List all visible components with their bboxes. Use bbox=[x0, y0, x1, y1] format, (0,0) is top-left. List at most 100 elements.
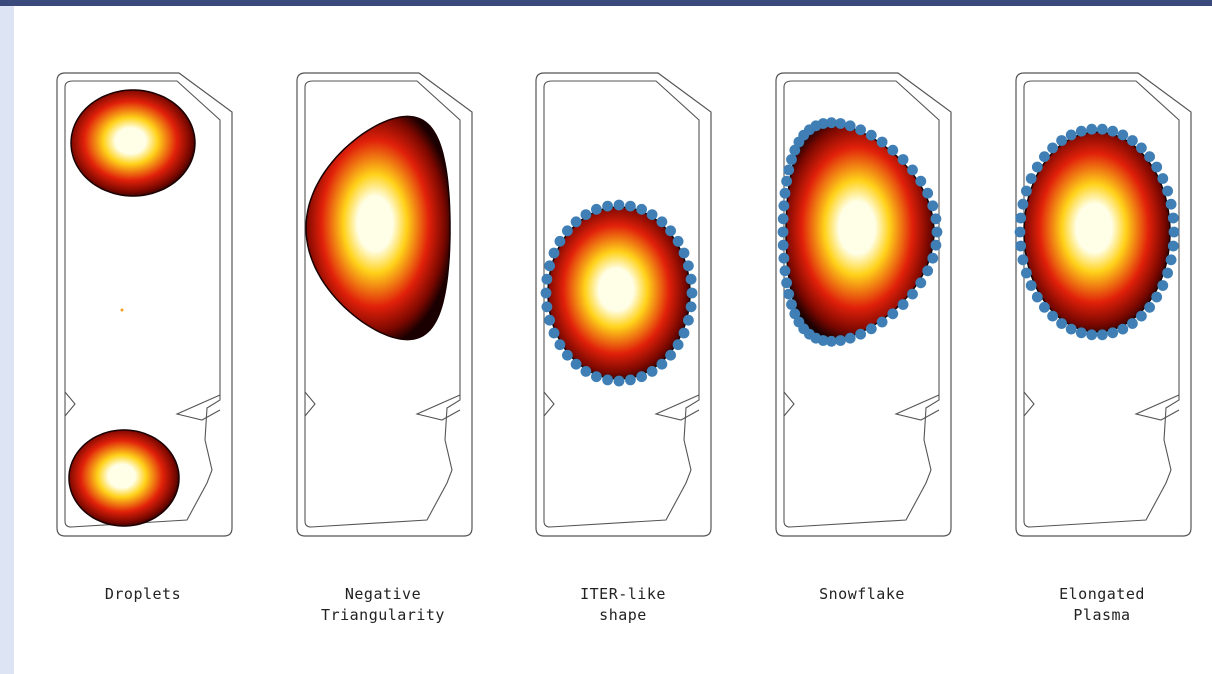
control-point-marker bbox=[646, 209, 658, 221]
caption-line: Snowflake bbox=[819, 585, 905, 603]
control-point-marker bbox=[789, 144, 801, 156]
control-point-marker bbox=[540, 287, 552, 299]
control-point-marker bbox=[876, 316, 888, 328]
divertor-detail bbox=[1023, 391, 1180, 421]
divertor-detail bbox=[783, 391, 940, 421]
control-point-marker bbox=[570, 216, 582, 228]
control-point-marker bbox=[548, 247, 560, 259]
control-point-marker bbox=[1165, 198, 1177, 210]
control-point-marker bbox=[1096, 123, 1108, 135]
control-point-marker bbox=[1136, 310, 1147, 322]
figure-panel: Droplets Negative Triangularity ITER-lik… bbox=[14, 6, 1212, 674]
control-point-marker bbox=[835, 118, 846, 129]
control-point-marker bbox=[625, 374, 636, 386]
control-point-marker bbox=[778, 200, 790, 212]
control-point-marker bbox=[817, 118, 829, 129]
control-point-marker bbox=[927, 252, 939, 264]
control-point-marker bbox=[1167, 212, 1179, 224]
control-point-marker bbox=[922, 265, 934, 277]
control-point-marker bbox=[1017, 254, 1029, 266]
divertor-detail bbox=[64, 391, 221, 421]
divertor-detail bbox=[304, 391, 461, 421]
control-point-marker bbox=[570, 358, 582, 370]
control-point-marker bbox=[1168, 226, 1180, 238]
control-point-marker bbox=[1065, 129, 1077, 141]
control-point-marker bbox=[915, 175, 927, 187]
control-point-marker bbox=[580, 366, 592, 377]
control-point-marker bbox=[777, 213, 789, 225]
control-point-marker bbox=[786, 154, 797, 165]
control-point-marker bbox=[548, 327, 560, 339]
control-point-marker bbox=[1167, 240, 1179, 252]
control-point-marker bbox=[591, 371, 602, 383]
control-point-marker bbox=[781, 277, 792, 289]
control-point-marker bbox=[1014, 226, 1026, 238]
control-point-marker bbox=[783, 164, 795, 176]
control-point-marker bbox=[876, 136, 888, 148]
control-point-marker bbox=[685, 301, 697, 313]
control-point-marker bbox=[779, 187, 791, 199]
control-point-marker bbox=[562, 349, 573, 361]
control-point-marker bbox=[1096, 329, 1108, 341]
control-point-marker bbox=[1151, 291, 1163, 303]
control-point-marker bbox=[930, 239, 942, 251]
control-point-marker bbox=[1021, 267, 1032, 279]
control-point-marker bbox=[777, 226, 789, 238]
control-point-marker bbox=[656, 358, 668, 370]
control-point-marker bbox=[779, 265, 791, 277]
control-point-marker bbox=[1075, 125, 1087, 137]
control-point-marker bbox=[613, 199, 625, 211]
vessel-outer-wall bbox=[1015, 72, 1192, 537]
control-point-marker bbox=[1025, 173, 1037, 184]
control-point-marker bbox=[855, 328, 866, 340]
control-point-marker bbox=[897, 299, 909, 310]
control-point-marker bbox=[927, 200, 939, 212]
caption-elongated-plasma: Elongated Plasma bbox=[1002, 584, 1202, 626]
control-point-marker bbox=[1162, 267, 1173, 279]
caption-line: Plasma bbox=[1073, 606, 1131, 624]
plasma-droplet-lower bbox=[68, 429, 180, 527]
vessel-outer-wall bbox=[775, 72, 952, 537]
control-point-marker bbox=[897, 154, 909, 165]
control-point-marker bbox=[1017, 198, 1029, 210]
vessel-outer-wall bbox=[56, 72, 233, 537]
caption-line: Negative bbox=[344, 585, 422, 603]
plasma-elongated bbox=[1023, 131, 1171, 333]
plasma-snowflake bbox=[785, 123, 935, 341]
caption-iter-like-shape: ITER-like shape bbox=[523, 584, 723, 626]
control-point-marker bbox=[672, 339, 684, 351]
control-point-marker bbox=[786, 299, 797, 310]
control-point-marker bbox=[1107, 327, 1119, 339]
vessel-outer-wall bbox=[535, 72, 712, 537]
control-point-marker bbox=[1151, 161, 1163, 173]
caption-line: Droplets bbox=[104, 585, 182, 603]
plasma-droplet-upper bbox=[70, 89, 196, 197]
control-point-marker bbox=[793, 316, 805, 328]
control-point-marker bbox=[1056, 318, 1067, 329]
control-point-marker bbox=[781, 175, 792, 187]
control-point-marker bbox=[778, 252, 790, 264]
plasma-negative-triangularity bbox=[305, 115, 451, 341]
control-point-marker bbox=[1021, 185, 1032, 197]
control-point-marker bbox=[1039, 151, 1050, 163]
control-point-marker bbox=[665, 349, 676, 361]
control-point-marker bbox=[678, 327, 690, 339]
control-point-marker bbox=[678, 247, 690, 259]
control-point-marker bbox=[922, 187, 934, 199]
control-point-marker bbox=[907, 164, 918, 176]
vessel-outer-wall bbox=[296, 72, 473, 537]
control-point-marker bbox=[835, 335, 846, 346]
control-point-marker bbox=[915, 277, 927, 289]
control-point-marker bbox=[826, 117, 837, 129]
control-point-marker bbox=[930, 213, 942, 225]
control-point-marker bbox=[1157, 173, 1169, 184]
control-point-marker bbox=[544, 260, 555, 272]
magnetic-axis-dot bbox=[120, 308, 124, 312]
control-point-marker bbox=[1015, 240, 1027, 252]
control-point-marker bbox=[602, 200, 613, 212]
control-point-marker bbox=[541, 273, 553, 285]
caption-line: Triangularity bbox=[321, 606, 445, 624]
control-point-marker bbox=[541, 301, 553, 313]
control-point-marker bbox=[1075, 327, 1087, 339]
control-point-marker bbox=[672, 235, 684, 247]
